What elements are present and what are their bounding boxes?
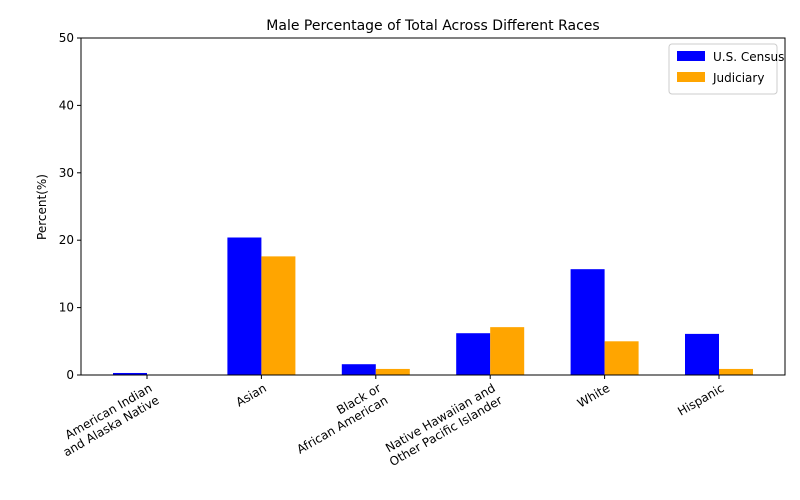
y-tick-label: 10 bbox=[59, 301, 74, 315]
bar-judiciary bbox=[604, 341, 639, 375]
legend-label: U.S. Census bbox=[713, 50, 784, 64]
y-axis-label: Percent(%) bbox=[35, 174, 49, 240]
plot-frame bbox=[80, 37, 786, 376]
y-axis: 0 10 20 30 40 50 bbox=[59, 31, 81, 382]
bar-census bbox=[570, 269, 605, 375]
chart-title: Male Percentage of Total Across Differen… bbox=[266, 18, 599, 34]
bar-judiciary bbox=[375, 368, 410, 375]
legend-swatch bbox=[677, 72, 705, 82]
legend: U.S. Census Judiciary bbox=[668, 43, 784, 95]
bar-judiciary bbox=[490, 327, 525, 375]
y-tick-label: 0 bbox=[66, 368, 74, 382]
bar-judiciary bbox=[261, 256, 296, 375]
bar-census bbox=[685, 333, 719, 375]
bar-census bbox=[227, 237, 262, 375]
bar-census bbox=[113, 372, 147, 375]
legend-label: Judiciary bbox=[712, 71, 764, 85]
bars-group bbox=[113, 237, 753, 375]
legend-swatch bbox=[677, 51, 705, 61]
bar-census bbox=[456, 333, 491, 375]
y-tick-label: 30 bbox=[59, 166, 74, 180]
y-tick-label: 40 bbox=[59, 98, 74, 112]
bar-judiciary bbox=[719, 368, 753, 375]
y-tick-label: 50 bbox=[59, 31, 74, 45]
y-tick-label: 20 bbox=[59, 233, 74, 247]
bar-census bbox=[341, 364, 376, 375]
